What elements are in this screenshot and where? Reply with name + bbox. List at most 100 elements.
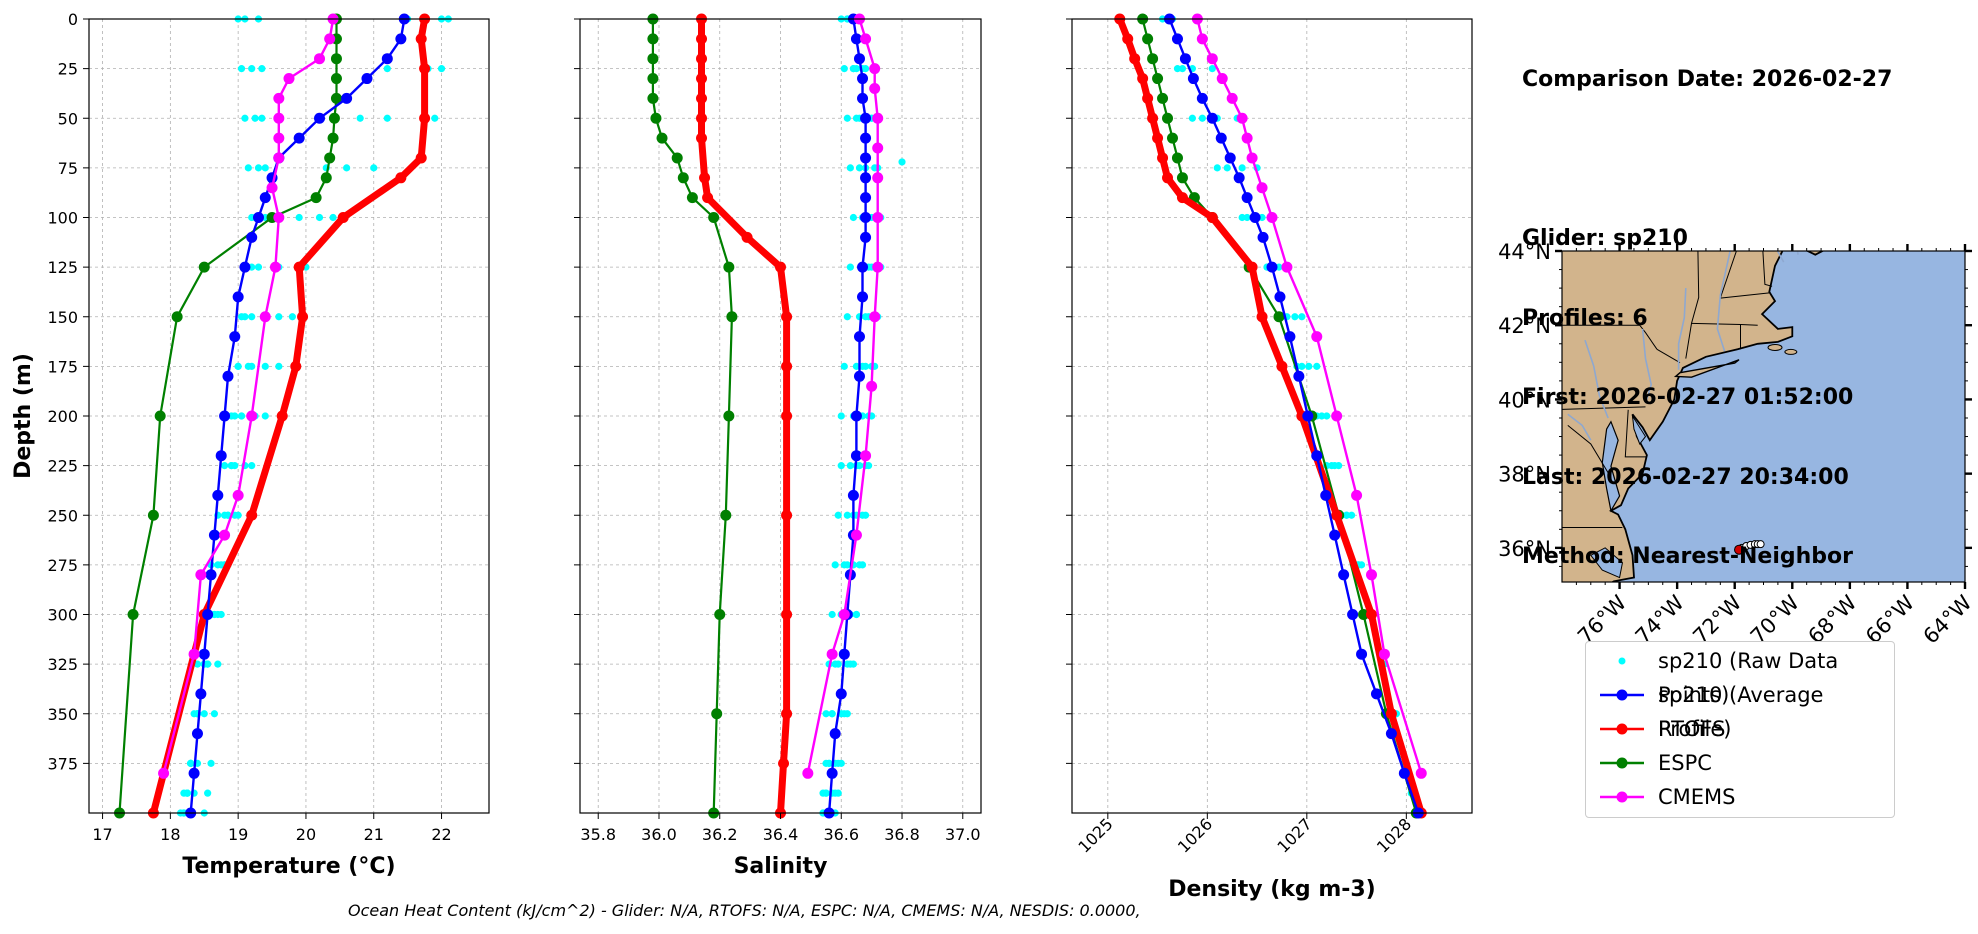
state-border bbox=[1685, 251, 1700, 359]
delaware-bay bbox=[1632, 415, 1647, 445]
legend-swatch bbox=[1600, 689, 1644, 701]
legend: sp210 (Raw Data Points) sp210 (Average Pr… bbox=[1585, 641, 1895, 818]
density-cmems-marker bbox=[1351, 489, 1363, 501]
comparison-date: Comparison Date: 2026-02-27 bbox=[1522, 67, 1893, 92]
salinity-rtofs-marker bbox=[696, 73, 708, 85]
salinity-avg-marker bbox=[857, 73, 869, 85]
density-rtofs-marker bbox=[1276, 360, 1288, 372]
state-border bbox=[1656, 348, 1681, 364]
temperature-raw-point bbox=[437, 65, 446, 73]
temperature-ytick-label: 275 bbox=[47, 556, 78, 575]
temperature-avg-marker bbox=[205, 569, 217, 581]
state-border bbox=[1762, 251, 1773, 287]
temperature-ytick-label: 125 bbox=[47, 258, 78, 277]
salinity-rtofs-marker bbox=[781, 708, 793, 720]
salinity-raw-point bbox=[831, 660, 839, 668]
density-avg-marker bbox=[1196, 92, 1208, 104]
temperature-cmems-line bbox=[162, 17, 335, 775]
comparison-info: Comparison Date: 2026-02-27 Glider: sp21… bbox=[1522, 14, 1892, 597]
model-location bbox=[1734, 544, 1745, 555]
density-rtofs-marker bbox=[1142, 92, 1154, 104]
density-raw-point bbox=[1331, 462, 1339, 470]
salinity-cmems-marker bbox=[872, 112, 884, 124]
density-raw-point bbox=[1298, 362, 1306, 370]
density-rtofs-marker bbox=[1129, 53, 1141, 65]
legend-label: CMEMS bbox=[1658, 785, 1736, 809]
salinity-xtick-label: 36.2 bbox=[702, 825, 738, 844]
temperature-avg-marker bbox=[252, 212, 264, 223]
temperature-cmems-marker bbox=[158, 767, 170, 779]
map-content bbox=[1562, 251, 1825, 582]
density-cmems-marker bbox=[1196, 33, 1208, 45]
density-avg-marker bbox=[1224, 152, 1236, 164]
river bbox=[1776, 251, 1785, 263]
temperature-cmems-marker bbox=[232, 489, 244, 501]
salinity-avg-marker bbox=[850, 450, 862, 462]
temperature-avg-marker bbox=[361, 73, 373, 85]
temperature-raw-point bbox=[251, 114, 259, 122]
temperature-ytick-label: 0 bbox=[68, 10, 78, 29]
density-raw-point bbox=[1243, 213, 1251, 222]
temperature-avg-marker bbox=[215, 450, 227, 462]
density-avg-marker bbox=[1179, 53, 1191, 65]
density-espc-marker bbox=[1162, 112, 1174, 124]
salinity-rtofs-marker bbox=[781, 410, 793, 422]
temperature-cmems-marker bbox=[195, 569, 207, 581]
density-avg-marker bbox=[1206, 112, 1218, 124]
legend-label: sp210 (Average Profile) bbox=[1658, 683, 1824, 741]
temperature-espc-marker bbox=[127, 609, 139, 620]
pamlico-sound bbox=[1590, 547, 1623, 579]
salinity-raw-point bbox=[849, 660, 858, 668]
legend-item: RTOFS bbox=[1586, 712, 1894, 746]
lon-label: 76°W bbox=[1573, 590, 1631, 648]
salinity-espc-marker bbox=[723, 410, 735, 422]
density-rtofs-marker bbox=[1256, 311, 1268, 323]
legend-marker-icon bbox=[1616, 791, 1628, 803]
temperature-raw-point bbox=[237, 412, 246, 420]
temperature-avg-marker bbox=[239, 261, 251, 273]
temperature-avg-marker bbox=[341, 92, 353, 104]
legend-marker-icon bbox=[1616, 689, 1628, 701]
river bbox=[1584, 339, 1609, 419]
salinity-raw-point bbox=[837, 759, 845, 767]
salinity-raw-point bbox=[861, 313, 870, 321]
temperature-cmems-marker bbox=[273, 132, 285, 144]
salinity-avg-marker bbox=[850, 410, 862, 422]
temperature-raw-point bbox=[248, 462, 256, 470]
density-rtofs-marker bbox=[1137, 73, 1149, 85]
salinity-raw-point bbox=[828, 710, 836, 718]
salinity-cmems-line bbox=[806, 17, 879, 775]
salinity-xtick-label: 36.0 bbox=[641, 825, 677, 844]
salinity-cmems-marker bbox=[872, 172, 884, 184]
salinity-avg-marker bbox=[850, 33, 862, 45]
temperature-espc-marker bbox=[324, 152, 336, 164]
salinity-raw-point bbox=[898, 158, 906, 166]
salinity-avg-marker bbox=[826, 767, 838, 779]
temperature-rtofs-marker bbox=[395, 172, 407, 184]
salinity-raw-point bbox=[871, 164, 879, 172]
density-cmems-marker bbox=[1246, 152, 1258, 164]
density-cmems-marker bbox=[1415, 767, 1427, 779]
salinity-espc-marker bbox=[726, 311, 738, 323]
temperature-avg-marker bbox=[314, 112, 326, 124]
salinity-raw-point bbox=[843, 710, 851, 718]
temperature-rtofs-marker bbox=[276, 410, 288, 422]
temperature-espc-marker bbox=[171, 311, 183, 323]
salinity-rtofs-marker bbox=[781, 360, 793, 372]
salinity-raw-point bbox=[843, 114, 851, 122]
temperature-avg-marker bbox=[246, 231, 258, 243]
density-cmems-marker bbox=[1236, 112, 1248, 124]
temperature-ytick-label: 150 bbox=[47, 308, 78, 327]
temperature-raw-point bbox=[431, 114, 439, 122]
temperature-rtofs-marker bbox=[415, 33, 427, 45]
temperature-raw-points bbox=[176, 15, 452, 817]
salinity-rtofs-marker bbox=[781, 311, 793, 323]
temperature-raw-point bbox=[200, 710, 208, 718]
ocean-heat-content-caption: Ocean Heat Content (kJ/cm^2) - Glider: N… bbox=[348, 901, 1141, 920]
density-avg-marker bbox=[1293, 370, 1305, 382]
density-avg-marker bbox=[1171, 33, 1183, 45]
temperature-ytick-label: 250 bbox=[47, 506, 78, 525]
temperature-espc-marker bbox=[147, 509, 159, 521]
salinity-avg-marker bbox=[860, 112, 872, 124]
salinity-avg-marker bbox=[853, 331, 865, 343]
